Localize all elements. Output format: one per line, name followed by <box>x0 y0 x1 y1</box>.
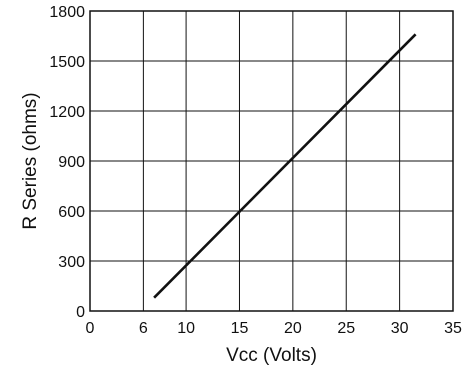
x-tick-label: 30 <box>391 320 409 337</box>
x-tick-label: 20 <box>284 320 302 337</box>
plot-frame <box>89 10 454 312</box>
y-tick-label: 0 <box>76 304 85 321</box>
y-axis-label: R Series (ohms) <box>20 92 41 229</box>
series-group <box>153 33 417 299</box>
y-tick-label: 600 <box>58 204 85 221</box>
x-tick-label: 35 <box>444 320 462 337</box>
x-tick-label: 6 <box>139 320 148 337</box>
x-tick-label: 10 <box>177 320 195 337</box>
series-line <box>153 33 417 299</box>
y-tick-label: 900 <box>58 154 85 171</box>
x-tick-label: 0 <box>86 320 95 337</box>
x-tick-label: 15 <box>231 320 249 337</box>
x-axis-ticks: 0 6 10 15 20 25 30 35 <box>86 320 462 337</box>
x-axis-label: Vcc (Volts) <box>226 345 317 366</box>
grid-lines <box>89 10 454 312</box>
y-tick-label: 1500 <box>49 54 85 71</box>
y-tick-label: 300 <box>58 254 85 271</box>
x-tick-label: 25 <box>337 320 355 337</box>
y-tick-label: 1800 <box>49 4 85 21</box>
y-axis-ticks: 0 300 600 900 1200 1500 1800 <box>49 4 85 321</box>
y-tick-label: 1200 <box>49 104 85 121</box>
